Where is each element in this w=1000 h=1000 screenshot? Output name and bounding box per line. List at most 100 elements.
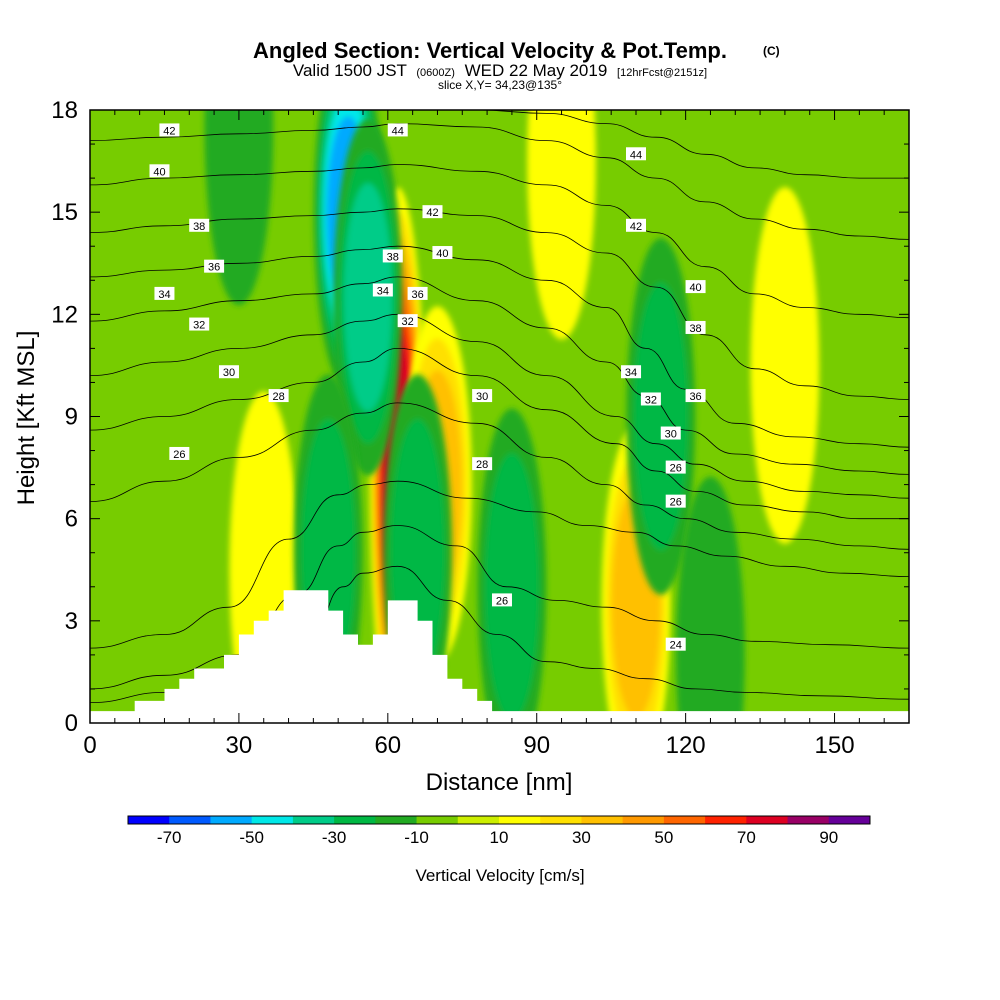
contour-label: 36: [204, 259, 225, 274]
x-axis: 0 30 60 90 120 150: [83, 110, 910, 759]
colorbar-swatch: [457, 816, 500, 824]
subtitle-forecast: [12hrFcst@2151z]: [617, 67, 707, 79]
colorbar-tick-label: 70: [737, 828, 756, 847]
potential-temperature-contours: [90, 110, 909, 703]
theta-contour: [90, 276, 909, 475]
colorbar-frame: [127, 815, 871, 825]
svg-text:34: 34: [625, 367, 637, 379]
contour-label: 42: [626, 218, 646, 233]
velocity-band: [204, 110, 274, 306]
svg-text:36: 36: [208, 262, 220, 274]
colorbar-swatch: [499, 816, 541, 824]
y-tick-label: 15: [51, 199, 78, 226]
svg-text:30: 30: [223, 367, 235, 379]
velocity-band: [750, 187, 820, 544]
chart-slice-label: slice X,Y= 34,23@135°: [438, 78, 562, 92]
svg-text:42: 42: [630, 221, 642, 233]
terrain-mask: [90, 590, 909, 723]
contour-label: 36: [407, 286, 428, 301]
contour-label: 26: [665, 494, 686, 509]
subtitle-date: WED 22 May 2019: [465, 61, 608, 80]
contour-label: 30: [218, 365, 239, 379]
x-tick-label: 150: [815, 732, 855, 759]
y-tick-label: 6: [65, 506, 78, 533]
velocity-cell: [333, 118, 403, 476]
colorbar-swatch: [210, 816, 253, 824]
y-tick-label: 12: [51, 301, 78, 328]
svg-text:44: 44: [630, 149, 642, 161]
svg-text:26: 26: [670, 463, 682, 475]
theta-contour: [90, 164, 909, 319]
contour-label: 24: [665, 637, 686, 652]
velocity-band: [633, 282, 689, 551]
velocity-cell: [204, 110, 274, 306]
subtitle-utc: (0600Z): [416, 67, 455, 79]
colorbar-swatch: [787, 816, 830, 824]
colorbar: [127, 815, 871, 825]
theta-contour: [90, 347, 909, 520]
theta-contour: [90, 480, 909, 649]
contour-label: 36: [685, 389, 706, 403]
colorbar-swatch: [334, 816, 376, 824]
colorbar-swatch: [663, 816, 706, 824]
svg-text:32: 32: [402, 316, 414, 328]
colorbar-tick-labels: -70 -50 -30 -10 10 30 50 70 90: [157, 828, 838, 847]
colorbar-tick-label: 90: [819, 828, 838, 847]
svg-text:40: 40: [689, 282, 701, 294]
contour-label: 30: [472, 389, 493, 403]
contour-label: 44: [626, 147, 646, 161]
contour-label: 44: [387, 123, 408, 137]
velocity-cell: [527, 110, 596, 340]
contour-label: 30: [660, 426, 681, 441]
colorbar-tick-label: 10: [490, 828, 509, 847]
colorbar-swatch: [746, 816, 789, 824]
subtitle-valid: Valid 1500 JST: [293, 61, 407, 80]
theta-contour: [90, 123, 909, 240]
svg-text:34: 34: [377, 285, 389, 297]
contour-label: 42: [159, 123, 180, 137]
colorbar-swatch: [292, 816, 335, 824]
contour-label: 26: [169, 446, 190, 461]
contour-label: 26: [665, 460, 686, 475]
svg-text:34: 34: [158, 289, 170, 301]
colorbar-swatch: [416, 816, 459, 824]
y-tick-label: 3: [65, 608, 78, 635]
theta-contour: [90, 110, 909, 179]
svg-text:40: 40: [153, 166, 165, 178]
colorbar-swatch: [251, 816, 294, 824]
svg-text:38: 38: [689, 323, 701, 335]
colorbar-tick-label: -10: [404, 828, 429, 847]
svg-text:24: 24: [670, 640, 682, 652]
contour-label: 38: [685, 320, 706, 335]
svg-text:32: 32: [645, 394, 657, 406]
svg-text:30: 30: [665, 429, 677, 441]
x-tick-label: 0: [83, 732, 96, 759]
chart-subtitle: Valid 1500 JST (0600Z) WED 22 May 2019 […: [293, 61, 707, 80]
colorbar-swatch: [705, 816, 747, 824]
contour-label: 32: [397, 314, 418, 328]
svg-text:44: 44: [392, 125, 404, 137]
colorbar-swatch: [128, 816, 170, 824]
svg-text:26: 26: [670, 497, 682, 509]
colorbar-swatch: [622, 816, 665, 824]
colorbar-title: Vertical Velocity [cm/s]: [415, 866, 584, 885]
svg-text:30: 30: [476, 391, 488, 403]
contour-label: 34: [621, 365, 642, 379]
x-tick-label: 30: [226, 732, 253, 759]
contour-label: 40: [685, 280, 706, 294]
contour-label: 26: [491, 593, 512, 607]
y-axis-label: Height [Kft MSL]: [13, 331, 40, 506]
colorbar-swatch: [581, 816, 624, 824]
y-tick-label: 9: [65, 404, 78, 431]
svg-text:42: 42: [426, 207, 438, 219]
x-axis-label: Distance [nm]: [426, 769, 573, 796]
colorbar-tick-label: -70: [157, 828, 182, 847]
x-tick-label: 60: [374, 732, 401, 759]
velocity-band: [676, 476, 745, 723]
contour-label: 42: [422, 205, 443, 219]
contour-label: 34: [372, 283, 393, 297]
velocity-cell: [676, 476, 745, 723]
y-tick-label: 0: [65, 710, 78, 737]
svg-text:38: 38: [193, 221, 205, 233]
